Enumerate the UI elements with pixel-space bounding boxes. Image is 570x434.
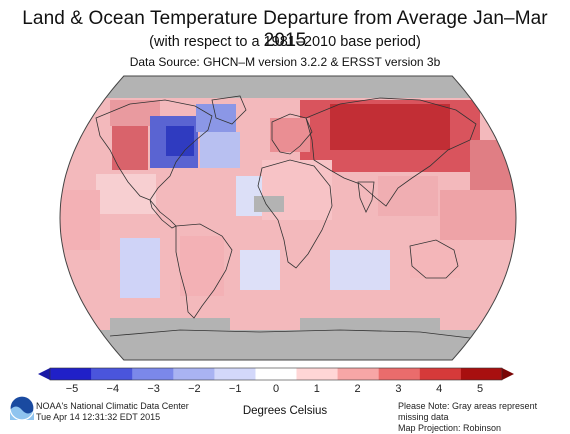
colorbar-segment-9 [419, 368, 462, 380]
data-source-line: Data Source: GHCN–M version 3.2.2 & ERSS… [129, 55, 441, 69]
colorbar-tick-8: 3 [395, 383, 401, 395]
australia-outline [409, 239, 459, 279]
colorbar-frame [49, 367, 503, 381]
colorbar-tick-4: −1 [229, 383, 242, 395]
colorbar-segment-4 [214, 368, 256, 380]
anomaly-region-21 [240, 250, 280, 290]
missing-data-note: Please Note: Gray areas represent missin… [398, 401, 538, 422]
anomaly-region-25 [60, 190, 100, 250]
credit-org: NOAA's National Climatic Data Center [36, 401, 189, 411]
anomaly-region-9 [200, 132, 240, 168]
south-america-outline [175, 223, 233, 319]
colorbar-max-arrow [502, 368, 514, 380]
credit-block: NOAA's National Climatic Data Center Tue… [36, 401, 189, 423]
anomaly-region-7 [166, 126, 194, 156]
africa-outline [257, 159, 333, 269]
central-america-outline [149, 199, 177, 229]
anomaly-region-0 [60, 76, 516, 98]
colorbar-segment-1 [91, 368, 133, 380]
colorbar-segment-8 [378, 368, 421, 380]
anomaly-region-1 [60, 330, 516, 360]
europe-outline [271, 113, 313, 155]
land-outlines [95, 95, 477, 339]
note-block: Please Note: Gray areas represent missin… [398, 401, 570, 434]
colorbar-tick-2: −3 [147, 383, 160, 395]
colorbar-segment-5 [255, 368, 298, 380]
anomaly-region-16 [254, 196, 284, 212]
colorbar-tick-1: −4 [107, 383, 120, 395]
asia-outline [305, 97, 477, 207]
colorbar-segments [38, 367, 514, 381]
anomaly-region-10 [96, 174, 156, 214]
colorbar-tick-10: 5 [477, 383, 483, 395]
colorbar-tick-5: 0 [273, 383, 279, 395]
globe-outline [59, 75, 517, 361]
anomaly-field [60, 76, 516, 360]
greenland-outline [211, 95, 247, 125]
noaa-logo [9, 395, 35, 421]
colorbar-segment-3 [173, 368, 215, 380]
colorbar-segment-0 [50, 368, 92, 380]
anomaly-region-3 [300, 318, 440, 332]
colorbar-tick-3: −2 [188, 383, 201, 395]
north-america-outline [95, 99, 213, 201]
colorbar-segment-6 [296, 368, 339, 380]
colorbar-min-arrow [38, 368, 50, 380]
credit-timestamp: Tue Apr 14 12:31:32 EDT 2015 [36, 412, 161, 422]
anomaly-region-19 [440, 190, 516, 240]
colorbar-tick-6: 1 [314, 383, 320, 395]
anomaly-region-20 [120, 238, 160, 298]
anomaly-region-22 [330, 250, 390, 290]
anomaly-region-2 [110, 318, 230, 332]
projection-note: Map Projection: Robinson [398, 423, 502, 433]
anomaly-cells [60, 76, 516, 360]
map-title: Land & Ocean Temperature Departure from … [22, 8, 548, 51]
india-outline [357, 181, 375, 213]
colorbar-tick-9: 4 [436, 383, 442, 395]
colorbar-ticks: −5 −4 −3 −2 −1 0 1 2 3 4 5 [66, 383, 483, 395]
antarctica-outline [109, 329, 471, 339]
map-subtitle: (with respect to a 1981–2010 base period… [149, 34, 421, 50]
colorbar-tick-7: 2 [355, 383, 361, 395]
colorbar-segment-2 [132, 368, 174, 380]
colorbar-segment-7 [337, 368, 380, 380]
colorbar-segment-10 [460, 368, 503, 380]
colorbar-tick-0: −5 [66, 383, 79, 395]
anomaly-region-17 [378, 176, 438, 216]
colorbar-axis-label: Degrees Celsius [242, 405, 328, 417]
anomaly-region-13 [330, 104, 450, 150]
anomaly-region-5 [112, 126, 148, 170]
